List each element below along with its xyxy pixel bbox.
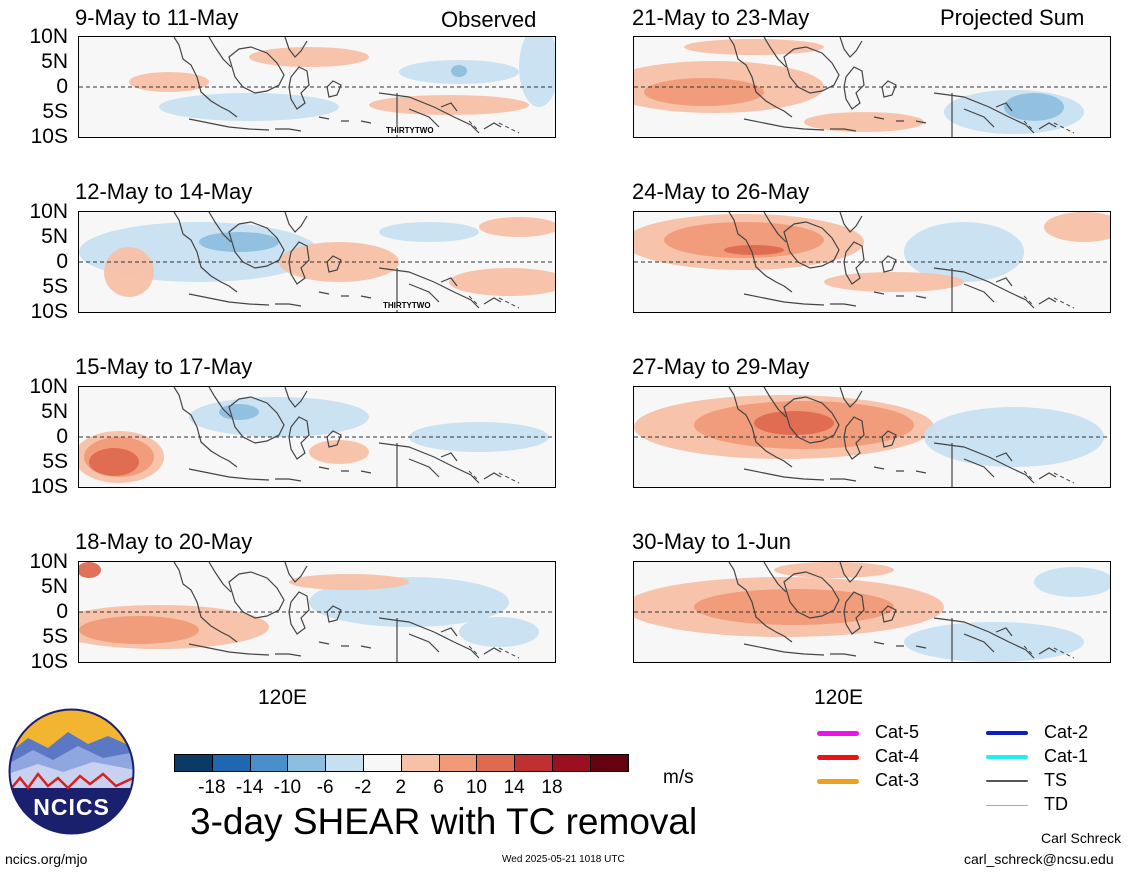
lat-label: 0 [56,250,68,273]
tc-legend-label: Cat-3 [875,770,920,790]
lat-label: 0 [56,600,68,623]
panel-2-tag: Projected Sum [940,5,1085,30]
panel-5-map [78,386,556,488]
lat-label: 0 [56,425,68,448]
colorbar-swatch [552,754,591,772]
colorbar-tick-label: -18 [198,777,226,798]
lat-label: 5S [42,275,68,298]
colorbar-tick-label: 10 [465,777,487,798]
lat-label: 0 [56,75,68,98]
lon-label-right: 120E [814,686,864,709]
panel-8-title: 30-May to 1-Jun [632,529,791,554]
panel-6-map [633,386,1111,488]
tc-legend-line [986,805,1028,806]
colorbar-tick-label: 2 [395,777,407,798]
colorbar-tick-label: 14 [503,777,525,798]
panel-3-map [78,211,556,313]
lat-label: 5N [41,225,68,248]
lat-label: 10S [30,650,68,673]
figure-title: 3-day SHEAR with TC removal [190,801,698,842]
tc-legend-label: TD [1044,794,1068,814]
tc-legend-label: Cat-1 [1044,746,1089,766]
panel-1-tag: Observed [441,7,537,32]
colorbar-swatch [211,754,251,772]
storm-label-panel-3: THIRTYTWO [382,301,432,310]
lat-label: 5N [41,400,68,423]
tc-legend-label: Cat-4 [875,746,920,766]
panel-2-map [633,36,1111,138]
colorbar-swatch [363,754,402,772]
lat-label: 10S [30,475,68,498]
panel-7-title: 18-May to 20-May [75,529,253,554]
lat-label: 10S [30,125,68,148]
footer-email[interactable]: carl_schreck@ncsu.edu [964,851,1114,867]
colorbar-tick-label: -10 [273,777,302,798]
tc-legend-label: TS [1044,770,1068,790]
tc-legend-label: Cat-2 [1044,722,1089,742]
lat-label: 5S [42,625,68,648]
tc-legend-line [986,755,1028,759]
logo-text: NCICS [33,794,110,820]
panel-1-title: 9-May to 11-May [75,5,239,30]
lat-label: 5N [41,575,68,598]
panel-7-map [78,561,556,663]
lat-label: 10N [29,200,68,223]
colorbar-tick-label: 18 [541,777,563,798]
colorbar-swatch [249,754,289,772]
colorbar-swatch [174,754,213,772]
panel-5-title: 15-May to 17-May [75,354,253,379]
panel-3-title: 12-May to 14-May [75,179,253,204]
colorbar-swatch [287,754,327,772]
lat-label: 5N [41,50,68,73]
colorbar-swatch [514,754,553,772]
footer-author: Carl Schreck [1041,830,1122,846]
ncics-logo: NCICS [8,708,135,835]
tc-legend-line [986,780,1028,782]
panel-2-title: 21-May to 23-May [632,5,810,30]
lat-label: 10S [30,300,68,323]
panel-8-map [633,561,1111,663]
colorbar-swatch [589,754,629,772]
storm-label-panel-1: THIRTYTWO [385,126,435,135]
lat-label: 5S [42,100,68,123]
colorbar-tick-label: 6 [433,777,444,798]
lat-label: 5S [42,450,68,473]
tc-legend-line [817,731,859,736]
lat-label: 10N [29,550,68,573]
footer-url[interactable]: ncics.org/mjo [5,851,88,867]
colorbar-swatch [438,754,478,772]
colorbar-tick-label: -14 [235,777,264,798]
tc-legend-line [986,731,1028,735]
units-label: m/s [663,767,694,788]
footer-timestamp: Wed 2025-05-21 1018 UTC [502,854,625,865]
colorbar-tick-label: -6 [316,777,334,798]
colorbar-swatch [325,754,364,772]
panel-4-title: 24-May to 26-May [632,179,810,204]
panel-1-map [78,36,556,138]
lat-label: 10N [29,25,68,48]
panel-4-map [633,211,1111,313]
tc-legend-line [817,755,859,760]
colorbar-tick-label: -2 [354,777,372,798]
colorbar-swatch [476,754,516,772]
tc-legend-label: Cat-5 [875,722,920,742]
tc-legend-line [817,779,859,784]
colorbar-swatch [400,754,440,772]
lat-label: 10N [29,375,68,398]
panel-6-title: 27-May to 29-May [632,354,810,379]
lon-label-left: 120E [258,686,308,709]
